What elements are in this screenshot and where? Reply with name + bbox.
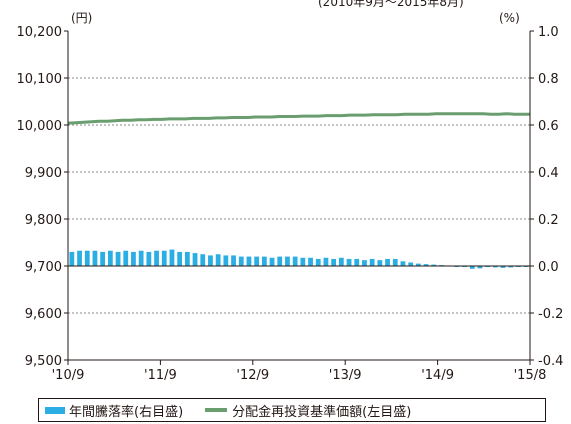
left-tick-label: 9,500: [25, 354, 62, 369]
legend-label-return: 年間騰落率(右目盛): [69, 404, 184, 420]
bar: [208, 255, 213, 266]
bar: [92, 250, 98, 266]
bar: [377, 260, 383, 266]
left-tick-label: 10,000: [17, 119, 63, 134]
axes: [64, 30, 534, 365]
bar: [215, 254, 221, 266]
legend-line-swatch: [205, 408, 228, 412]
bar: [261, 256, 267, 266]
bar: [84, 250, 90, 266]
line-series: [67, 112, 530, 125]
bar: [131, 251, 136, 266]
right-tick-label: 1.0: [538, 25, 559, 40]
bar: [331, 258, 337, 266]
bar: [392, 258, 398, 266]
series-line: [67, 112, 530, 125]
bar: [354, 258, 360, 266]
bar: [161, 250, 167, 266]
bar: [231, 255, 236, 266]
bar: [415, 263, 421, 266]
legend-label-nav: 分配金再投資基準価額(左目盛): [232, 404, 412, 420]
bar: [184, 251, 190, 266]
bar: [154, 250, 159, 266]
bar: [369, 258, 375, 266]
left-tick-label: 10,100: [17, 72, 63, 87]
bar: [169, 249, 175, 266]
left-tick-label: 9,700: [25, 260, 62, 275]
bar: [308, 257, 313, 266]
left-tick-label: 10,200: [17, 25, 63, 40]
right-tick-label: -0.2: [538, 307, 563, 322]
bar: [408, 262, 414, 266]
bar: [292, 256, 298, 266]
bar: [123, 250, 129, 266]
bar: [400, 261, 406, 266]
right-tick-label: 0.2: [538, 213, 559, 228]
right-tick-label: 0.8: [538, 72, 559, 87]
bar: [385, 258, 390, 266]
left-tick-label: 9,800: [25, 213, 62, 228]
right-tick-label: 0.0: [538, 260, 559, 275]
right-tick-label: 0.6: [538, 119, 559, 134]
bar-series: [68, 249, 530, 269]
bar: [107, 250, 113, 266]
bar: [431, 264, 437, 266]
left-unit-label: (円): [71, 11, 92, 25]
legend-bar-swatch: [45, 406, 65, 414]
tick-labels: 10,200 1.0 10,100 0.8 10,000 0.6 9,900 0.4 9,800…: [17, 25, 564, 383]
bar: [254, 256, 260, 266]
bar: [223, 255, 229, 266]
header-text: (2010年9月～2015年8月): [318, 0, 464, 9]
bar: [315, 258, 321, 266]
bar: [423, 264, 429, 266]
bar: [138, 250, 144, 266]
bar: [508, 266, 514, 268]
bar: [477, 266, 483, 269]
bar: [115, 251, 121, 266]
bar: [277, 256, 283, 266]
x-tick-label: '15/8: [514, 368, 547, 383]
bar: [362, 260, 367, 266]
left-tick-label: 9,600: [25, 307, 62, 322]
bar: [100, 251, 106, 266]
bar: [146, 251, 152, 266]
bar: [346, 258, 352, 266]
bar: [200, 254, 206, 266]
bar: [300, 257, 306, 266]
x-tick-label: '12/9: [236, 368, 269, 383]
legend: 年間騰落率(右目盛) 分配金再投資基準価額(左目盛): [38, 398, 546, 422]
bar: [285, 256, 290, 266]
right-unit-label: (%): [499, 11, 520, 25]
legend-item-return: 年間騰落率(右目盛): [45, 401, 183, 420]
bar: [469, 266, 475, 269]
bar: [492, 266, 498, 268]
bar: [238, 256, 244, 266]
bar: [177, 251, 183, 266]
bar: [246, 256, 252, 266]
right-tick-label: -0.4: [538, 354, 563, 369]
bar: [77, 250, 82, 266]
x-tick-label: '14/9: [421, 368, 454, 383]
bar: [192, 253, 198, 266]
x-tick-label: '10/9: [52, 368, 85, 383]
x-tick-label: '11/9: [144, 368, 177, 383]
legend-item-nav: 分配金再投資基準価額(左目盛): [205, 401, 411, 420]
left-tick-label: 9,900: [25, 166, 62, 181]
bar: [500, 266, 506, 268]
right-tick-label: 0.4: [538, 166, 559, 181]
bar: [338, 257, 344, 266]
x-tick-label: '13/9: [329, 368, 362, 383]
bar: [69, 251, 75, 266]
bar: [323, 257, 329, 266]
bar: [269, 257, 275, 266]
